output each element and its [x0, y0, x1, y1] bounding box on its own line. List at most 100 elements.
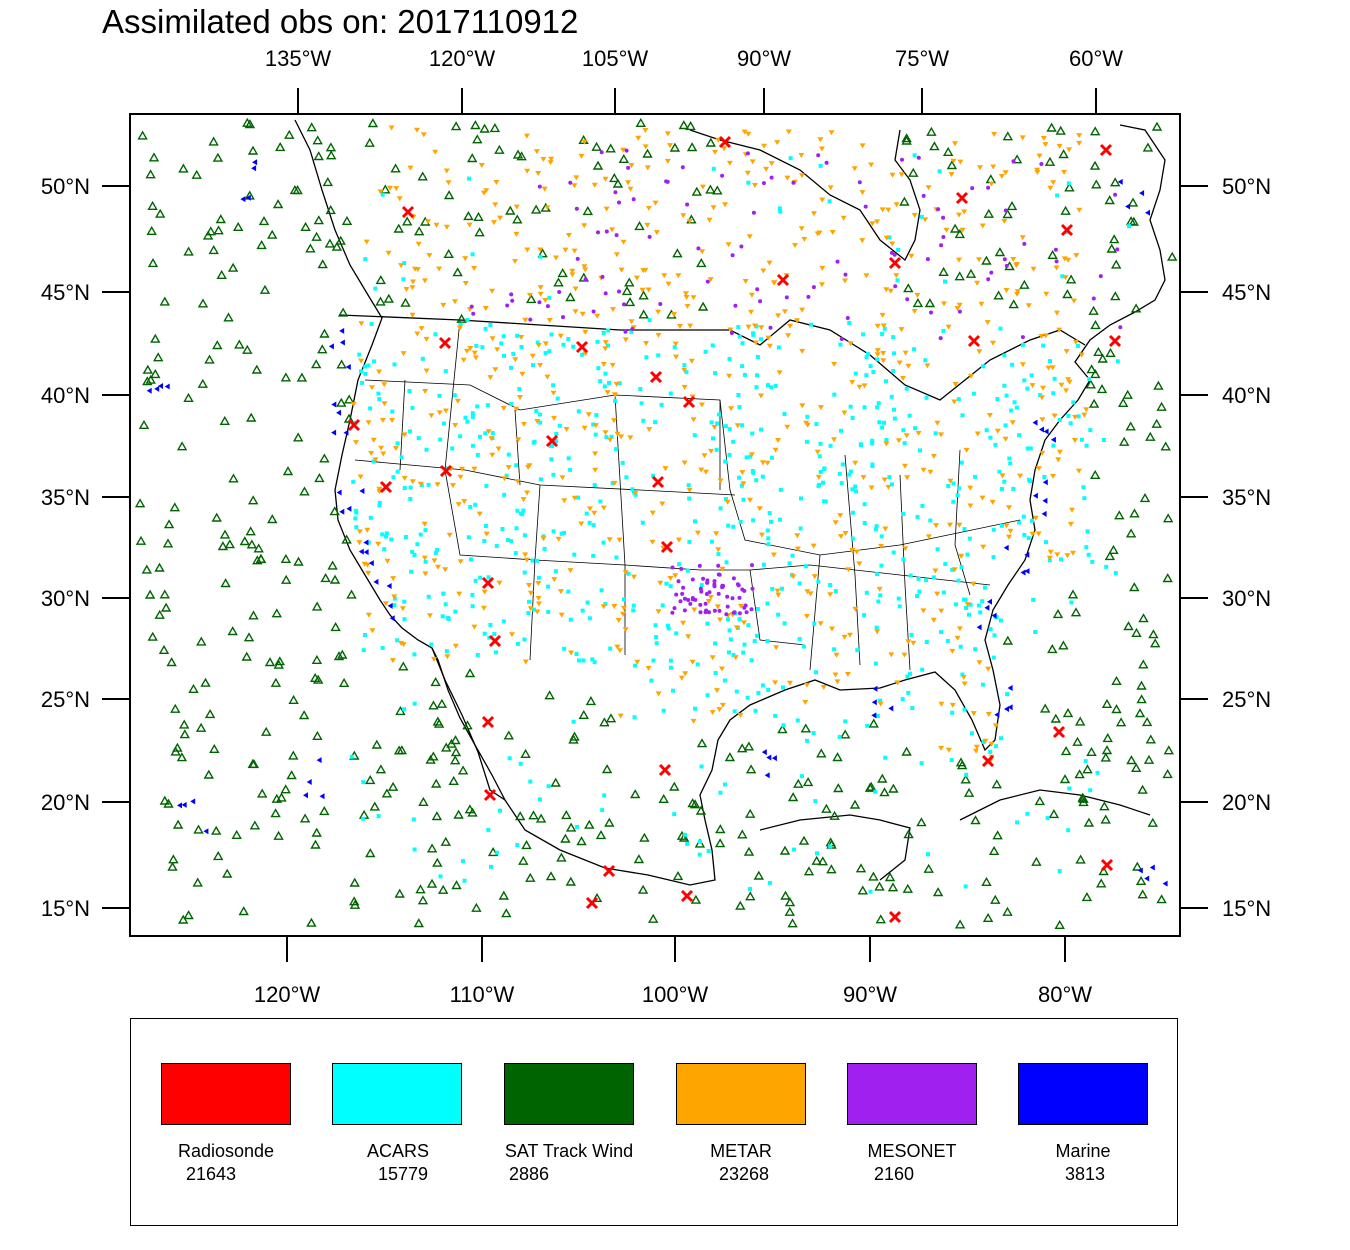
acars-marker	[924, 395, 929, 400]
metar-marker	[868, 162, 875, 168]
acars-marker	[851, 510, 856, 515]
sat-track-wind-marker	[1058, 640, 1069, 650]
metar-marker	[927, 469, 934, 475]
metar-marker	[396, 196, 403, 202]
mesonet-marker	[1098, 274, 1103, 279]
sat-track-wind-marker	[288, 694, 299, 704]
acars-marker	[542, 546, 547, 551]
acars-marker	[1086, 552, 1091, 557]
sat-track-wind-marker	[744, 808, 756, 818]
lat-tick-label-right: 30°N	[1222, 586, 1271, 611]
metar-marker	[464, 348, 470, 354]
acars-marker	[488, 323, 493, 327]
marine-marker	[1117, 178, 1123, 185]
sat-track-wind-marker	[1054, 919, 1065, 929]
acars-marker	[962, 707, 967, 712]
acars-marker	[1012, 400, 1017, 405]
acars-marker	[973, 474, 977, 479]
sat-track-wind-marker	[296, 372, 308, 382]
acars-marker	[530, 558, 535, 563]
acars-marker	[782, 412, 787, 416]
acars-marker	[727, 427, 732, 432]
sat-track-wind-marker	[1110, 291, 1121, 301]
metar-marker	[922, 217, 929, 223]
acars-marker	[963, 597, 968, 602]
metar-marker	[522, 317, 529, 323]
metar-marker	[542, 298, 549, 303]
acars-marker	[705, 621, 710, 626]
acars-marker	[773, 383, 778, 388]
acars-marker	[854, 489, 858, 494]
metar-marker	[1042, 142, 1049, 148]
metar-marker	[717, 617, 723, 623]
sat-track-wind-marker	[223, 312, 234, 322]
metar-marker	[579, 311, 586, 317]
acars-marker	[693, 519, 697, 524]
metar-marker	[625, 180, 632, 186]
radiosonde-sites	[347, 135, 1122, 924]
sat-track-wind-marker	[163, 519, 175, 529]
metar-marker	[400, 351, 407, 357]
acars-marker	[666, 626, 671, 631]
metar-marker	[681, 367, 688, 373]
mesonet-marker	[704, 592, 709, 596]
sat-track-wind-marker	[923, 863, 934, 873]
metar-marker	[967, 503, 974, 509]
marine-marker	[766, 754, 772, 761]
acars-marker	[495, 850, 500, 855]
metar-marker	[902, 350, 909, 356]
sat-track-wind-marker	[219, 529, 231, 539]
metar-marker	[526, 583, 532, 588]
metar-marker	[849, 548, 856, 553]
sat-track-wind-marker	[605, 143, 616, 153]
acars-marker	[840, 462, 845, 467]
metar-marker	[744, 170, 751, 176]
acars-marker	[547, 349, 552, 354]
metar-marker	[988, 741, 995, 747]
acars-marker	[371, 359, 376, 364]
metar-marker	[644, 165, 651, 171]
acars-marker	[391, 475, 396, 480]
acars-marker	[713, 371, 718, 376]
lat-tick-label-left: 35°N	[41, 485, 90, 510]
metar-marker	[409, 285, 416, 291]
sat-track-wind-marker	[163, 798, 174, 808]
acars-marker	[777, 206, 782, 211]
metar-marker	[690, 718, 697, 724]
metar-marker	[706, 217, 713, 223]
acars-marker	[744, 455, 749, 460]
metar-marker	[423, 336, 430, 342]
mesonet-marker	[690, 577, 695, 582]
acars-marker	[865, 723, 870, 728]
metar-marker	[1056, 327, 1063, 333]
metar-marker	[887, 288, 894, 294]
metar-marker	[974, 280, 981, 286]
metar-marker	[481, 190, 487, 196]
acars-marker	[580, 608, 585, 613]
metar-marker	[945, 747, 952, 753]
metar-marker	[578, 153, 585, 159]
acars-marker	[1095, 770, 1100, 775]
marine-marker	[331, 429, 337, 436]
acars-marker	[1028, 446, 1033, 451]
metar-marker	[450, 483, 456, 489]
sat-track-wind-marker	[1088, 398, 1100, 408]
metar-marker	[970, 711, 977, 717]
acars-marker	[748, 454, 753, 459]
sat-track-wind-marker	[983, 208, 995, 218]
metar-marker	[932, 568, 939, 574]
sat-track-wind-marker	[208, 244, 219, 255]
metar-marker	[686, 218, 693, 224]
metar-marker	[627, 435, 634, 441]
acars-marker	[799, 496, 803, 501]
sat-track-wind-marker	[578, 709, 590, 719]
mesonet-marker	[690, 597, 695, 602]
acars-marker	[839, 481, 844, 486]
acars-marker	[368, 406, 373, 411]
acars-marker	[473, 502, 478, 507]
acars-marker	[686, 483, 691, 488]
acars-marker	[816, 579, 821, 584]
acars-marker	[518, 761, 523, 766]
marine-marker	[245, 194, 251, 201]
sat-track-wind-marker	[816, 748, 827, 758]
